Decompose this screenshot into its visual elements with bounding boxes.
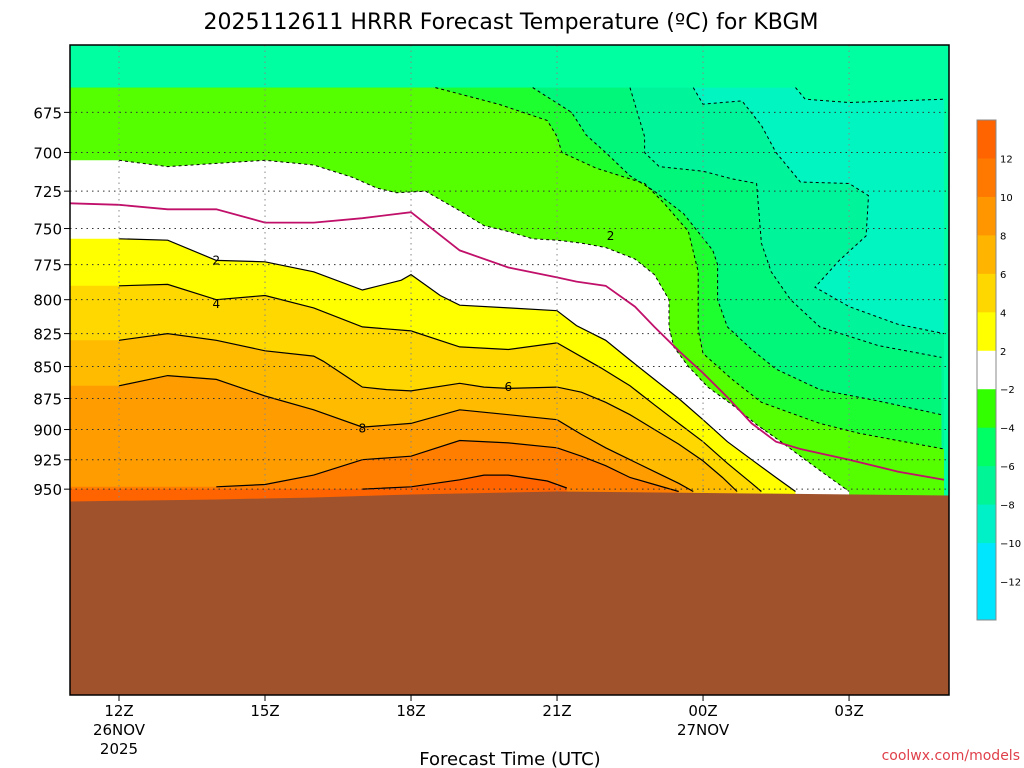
x-tick-label-15Z: 15Z	[250, 702, 279, 720]
colorbar-label-2: 8	[1000, 231, 1006, 242]
contour-lines	[70, 87, 945, 493]
ground-layer	[70, 491, 949, 695]
contour-label-3: 8	[359, 421, 367, 435]
colorbar-segment-11	[977, 543, 996, 583]
y-tick-label-775: 775	[33, 257, 62, 275]
contour-line--4	[435, 87, 945, 450]
contour-line--8	[629, 87, 942, 358]
x-tick-label-12Z: 12Z	[104, 702, 133, 720]
x-tick-label-00Z: 00Z	[688, 702, 717, 720]
x-tick-sublabel-00Z: 27NOV	[677, 721, 730, 739]
freezing-line	[70, 202, 945, 481]
x-axis-label: Forecast Time (UTC)	[419, 749, 600, 768]
y-axis: 675 700 725 750 775 800 825 850 875 900 925 950	[33, 104, 70, 499]
y-tick-label-900: 900	[33, 422, 62, 440]
colorbar-label-9: −8	[1000, 501, 1015, 512]
contour-line-2	[118, 238, 796, 492]
contour-line--6	[532, 87, 942, 416]
colorbar-label-0: 12	[1000, 154, 1013, 165]
y-tick-label-850: 850	[33, 359, 62, 377]
colorbar-segment-2	[977, 196, 996, 236]
colorbar-segment-0	[977, 120, 996, 159]
colorbar-segment-9	[977, 466, 996, 506]
colorbar-label-3: 6	[1000, 270, 1006, 281]
y-tick-label-875: 875	[33, 390, 62, 408]
contour-labels: 2 4 6 8 2	[213, 229, 615, 435]
plot-frame	[69, 44, 950, 696]
contour-line-10	[216, 439, 679, 493]
colorbar-segment-12	[977, 581, 996, 621]
x-tick-label-18Z: 18Z	[396, 702, 425, 720]
contour-line-4	[118, 283, 762, 492]
y-tick-label-700: 700	[33, 144, 62, 162]
contour-label-2: 6	[505, 380, 513, 394]
colorbar-segment-5	[977, 312, 996, 352]
x-tick-label-21Z: 21Z	[542, 702, 571, 720]
colorbar-label-4: 4	[1000, 308, 1006, 319]
colorbar-segment-3	[977, 235, 996, 275]
colorbar-segment-6	[977, 350, 996, 390]
colorbar-segment-8	[977, 427, 996, 467]
colorbar: 12 10 8 6 4 2 −2 −4 −6 −8 −10 −12	[976, 119, 1021, 621]
contour-line-12	[362, 474, 568, 490]
colorbar-segment-4	[977, 273, 996, 313]
y-tick-label-950: 950	[33, 481, 62, 499]
colorbar-label-1: 10	[1000, 193, 1013, 204]
contour-line--10	[692, 87, 945, 335]
y-tick-label-825: 825	[33, 326, 62, 344]
x-tick-year-12Z: 2025	[100, 740, 138, 758]
contour-line--2	[118, 159, 850, 492]
contour-line-8	[118, 374, 694, 493]
colorbar-label-10: −10	[1000, 539, 1021, 550]
colorbar-label-5: 2	[1000, 347, 1006, 358]
y-tick-label-750: 750	[33, 221, 62, 239]
x-tick-label-03Z: 03Z	[834, 702, 863, 720]
y-tick-label-800: 800	[33, 292, 62, 310]
x-tick-sublabel-12Z: 26NOV	[93, 721, 146, 739]
colorbar-label-6: −2	[1000, 385, 1015, 396]
grid-lines	[70, 45, 949, 695]
ground-fill	[70, 491, 949, 695]
y-tick-label-675: 675	[33, 104, 62, 122]
y-tick-label-725: 725	[33, 183, 62, 201]
contour-label-0: 2	[213, 253, 221, 267]
y-tick-label-925: 925	[33, 452, 62, 470]
contour-line-6	[118, 332, 738, 492]
contour-label-1: 4	[213, 297, 221, 311]
colorbar-label-11: −12	[1000, 578, 1021, 589]
colorbar-segment-7	[977, 389, 996, 429]
colorbar-label-7: −4	[1000, 424, 1015, 435]
colorbar-label-8: −6	[1000, 462, 1015, 473]
credit-text[interactable]: coolwx.com/models	[882, 748, 1020, 764]
chart-title: 2025112611 HRRR Forecast Temperature (ºC…	[203, 10, 818, 35]
contour-label-4: 2	[607, 229, 615, 243]
colorbar-segment-10	[977, 504, 996, 544]
colorbar-frame	[976, 119, 997, 621]
colorbar-segment-1	[977, 158, 996, 198]
